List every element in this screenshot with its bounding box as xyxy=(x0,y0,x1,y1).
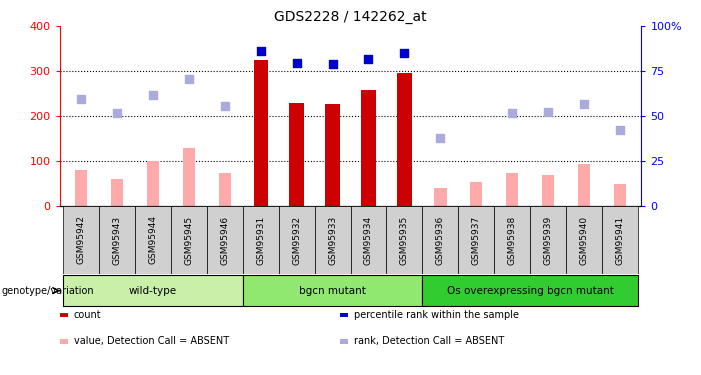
Bar xyxy=(135,206,171,274)
Point xyxy=(578,101,590,107)
Title: GDS2228 / 142262_at: GDS2228 / 142262_at xyxy=(274,10,427,24)
Point xyxy=(399,50,410,56)
Bar xyxy=(434,188,447,206)
Point xyxy=(255,48,266,54)
Text: genotype/variation: genotype/variation xyxy=(1,286,94,296)
Text: GSM95941: GSM95941 xyxy=(615,215,625,265)
Bar xyxy=(340,339,348,344)
Bar xyxy=(243,206,279,274)
Bar xyxy=(530,206,566,274)
Point xyxy=(543,109,554,115)
Bar xyxy=(279,206,315,274)
Text: GSM95944: GSM95944 xyxy=(149,216,158,264)
Point xyxy=(183,76,194,82)
Point xyxy=(76,96,87,102)
Text: GSM95945: GSM95945 xyxy=(184,215,193,265)
Bar xyxy=(340,313,348,317)
Text: GSM95933: GSM95933 xyxy=(328,215,337,265)
Bar xyxy=(325,104,340,206)
Text: count: count xyxy=(74,310,101,320)
Point xyxy=(327,61,338,67)
Bar xyxy=(254,60,268,206)
Text: GSM95931: GSM95931 xyxy=(256,215,265,265)
Point xyxy=(219,104,231,110)
Text: value, Detection Call = ABSENT: value, Detection Call = ABSENT xyxy=(74,336,229,346)
Point xyxy=(291,60,302,66)
Text: GSM95935: GSM95935 xyxy=(400,215,409,265)
Bar xyxy=(63,275,243,306)
Point xyxy=(147,92,158,98)
Bar xyxy=(243,275,422,306)
Text: GSM95937: GSM95937 xyxy=(472,215,481,265)
Bar xyxy=(386,206,422,274)
Bar xyxy=(542,175,554,206)
Bar xyxy=(397,73,411,206)
Bar xyxy=(494,206,530,274)
Bar xyxy=(566,206,602,274)
Bar xyxy=(171,206,207,274)
Point xyxy=(507,110,518,116)
Bar xyxy=(458,206,494,274)
Bar xyxy=(60,339,68,344)
Bar xyxy=(219,172,231,206)
Bar xyxy=(60,313,68,317)
Text: percentile rank within the sample: percentile rank within the sample xyxy=(354,310,519,320)
Text: GSM95942: GSM95942 xyxy=(76,216,86,264)
Point xyxy=(363,56,374,62)
Text: wild-type: wild-type xyxy=(129,286,177,296)
Text: GSM95932: GSM95932 xyxy=(292,215,301,265)
Bar xyxy=(111,179,123,206)
Text: GSM95936: GSM95936 xyxy=(436,215,445,265)
Text: GSM95946: GSM95946 xyxy=(220,215,229,265)
Bar xyxy=(422,275,638,306)
Text: GSM95939: GSM95939 xyxy=(543,215,552,265)
Point xyxy=(111,110,123,116)
Bar xyxy=(147,161,159,206)
Bar xyxy=(350,206,386,274)
Bar xyxy=(613,184,626,206)
Text: GSM95938: GSM95938 xyxy=(508,215,517,265)
Text: rank, Detection Call = ABSENT: rank, Detection Call = ABSENT xyxy=(354,336,504,346)
Bar xyxy=(422,206,458,274)
Text: GSM95940: GSM95940 xyxy=(580,215,588,265)
Bar xyxy=(578,164,590,206)
Text: GSM95934: GSM95934 xyxy=(364,215,373,265)
Bar xyxy=(315,206,350,274)
Point xyxy=(614,127,625,133)
Text: GSM95943: GSM95943 xyxy=(113,215,121,265)
Bar xyxy=(506,172,519,206)
Point xyxy=(435,135,446,141)
Bar xyxy=(290,103,304,206)
Bar xyxy=(207,206,243,274)
Bar xyxy=(75,170,88,206)
Bar xyxy=(63,206,99,274)
Text: Os overexpressing bgcn mutant: Os overexpressing bgcn mutant xyxy=(447,286,613,296)
Text: bgcn mutant: bgcn mutant xyxy=(299,286,366,296)
Bar xyxy=(99,206,135,274)
Bar xyxy=(602,206,638,274)
Bar xyxy=(182,148,195,206)
Bar xyxy=(361,90,376,206)
Bar xyxy=(470,182,482,206)
